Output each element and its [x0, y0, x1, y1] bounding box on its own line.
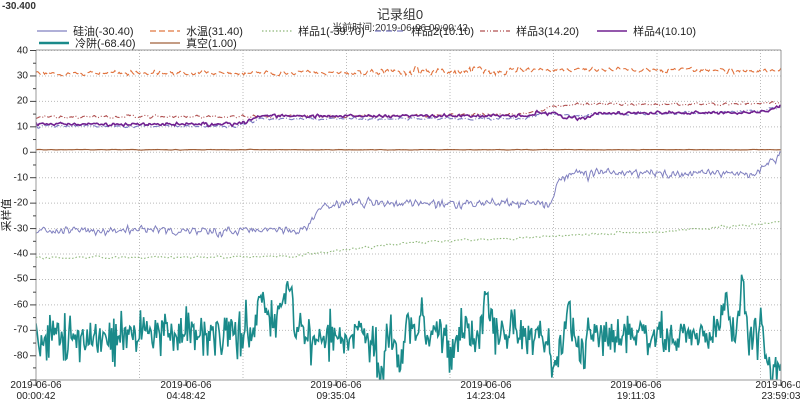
- svg-text:采样值: 采样值: [0, 199, 13, 232]
